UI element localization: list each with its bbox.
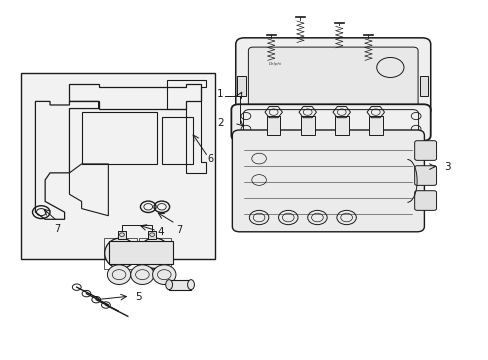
Bar	[334, 116, 348, 135]
FancyBboxPatch shape	[248, 47, 417, 108]
Bar	[21, 73, 215, 258]
Bar	[419, 76, 427, 96]
FancyBboxPatch shape	[232, 130, 424, 232]
Bar	[368, 116, 382, 135]
Bar	[109, 241, 172, 264]
Text: 7: 7	[175, 225, 182, 235]
Bar	[169, 280, 191, 290]
Bar	[81, 112, 157, 164]
Text: 2: 2	[217, 118, 223, 128]
FancyBboxPatch shape	[231, 104, 430, 141]
Bar	[300, 116, 314, 135]
Bar	[118, 231, 125, 239]
Ellipse shape	[130, 265, 154, 284]
Text: 1: 1	[217, 89, 223, 99]
Ellipse shape	[107, 265, 130, 284]
Circle shape	[92, 296, 101, 303]
Bar	[138, 238, 170, 269]
FancyBboxPatch shape	[235, 38, 430, 117]
FancyBboxPatch shape	[414, 141, 436, 160]
Bar	[148, 231, 156, 239]
Text: 6: 6	[207, 154, 213, 164]
Text: 4: 4	[157, 227, 163, 237]
Circle shape	[102, 302, 110, 308]
Ellipse shape	[139, 238, 170, 269]
Ellipse shape	[152, 265, 176, 284]
FancyBboxPatch shape	[414, 166, 436, 185]
Text: 5: 5	[135, 292, 142, 302]
Ellipse shape	[104, 238, 136, 269]
Circle shape	[72, 284, 81, 291]
Ellipse shape	[165, 280, 172, 290]
Text: 7: 7	[54, 224, 61, 234]
Bar	[266, 116, 280, 135]
Bar	[237, 76, 245, 96]
Text: 3: 3	[443, 162, 449, 172]
Circle shape	[82, 291, 91, 297]
Ellipse shape	[187, 280, 194, 290]
Text: Delphi: Delphi	[268, 62, 282, 66]
FancyBboxPatch shape	[414, 191, 436, 210]
Bar	[104, 238, 136, 269]
Bar	[162, 117, 193, 164]
